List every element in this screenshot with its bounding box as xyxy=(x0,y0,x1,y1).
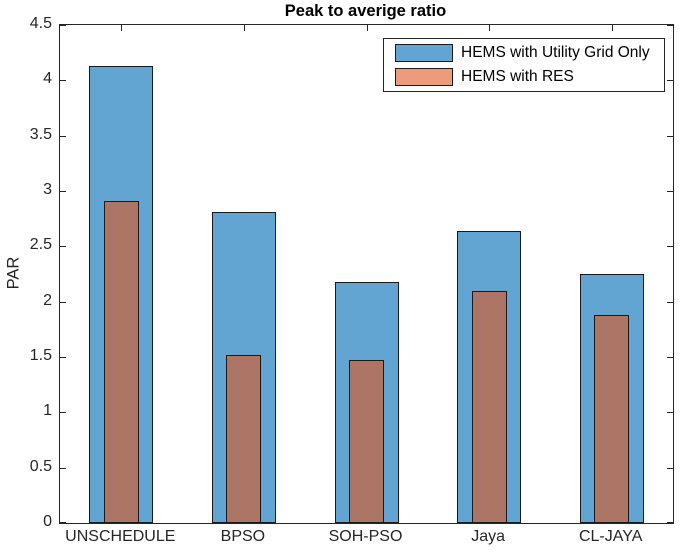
legend-label: HEMS with RES xyxy=(461,68,574,85)
y-tick-mark xyxy=(60,412,66,414)
legend-swatch-blue xyxy=(395,44,453,62)
y-tick-mark xyxy=(667,135,673,137)
y-tick-mark xyxy=(60,25,66,26)
x-tick-label: CL-JAYA xyxy=(578,528,643,545)
y-tick-mark xyxy=(667,246,673,248)
y-tick-mark xyxy=(60,522,66,523)
y-tick-mark xyxy=(667,412,673,414)
y-tick-label: 2.5 xyxy=(29,236,52,254)
y-tick-label: 3 xyxy=(43,181,52,198)
x-tick-label: SOH-PSO xyxy=(328,528,403,545)
y-tick-mark xyxy=(60,191,66,192)
y-tick-mark xyxy=(667,191,673,192)
x-tick-mark xyxy=(121,25,123,31)
x-tick-mark xyxy=(366,25,368,31)
y-tick-label: 1.5 xyxy=(29,347,52,364)
legend-label: HEMS with Utility Grid Only xyxy=(461,44,650,61)
x-tick-mark xyxy=(611,25,613,31)
y-tick-mark xyxy=(60,467,66,469)
bar-series1-cl-jaya xyxy=(594,315,630,523)
y-tick-label: 0 xyxy=(43,513,52,530)
y-tick-mark xyxy=(60,246,66,248)
y-axis-label: PAR xyxy=(4,256,23,290)
y-tick-mark xyxy=(60,80,66,82)
y-tick-label: 1 xyxy=(43,402,52,420)
y-tick-label: 3.5 xyxy=(29,125,52,143)
legend: HEMS with Utility Grid Only HEMS with RE… xyxy=(383,38,665,92)
chart-title: Peak to averige ratio xyxy=(284,2,447,20)
bar-series1-jaya xyxy=(471,291,507,523)
legend-entry-res: HEMS with RES xyxy=(384,67,664,87)
legend-swatch-orange xyxy=(395,68,453,86)
bar-series1-unschedule xyxy=(103,201,139,523)
y-tick-label: 4 xyxy=(43,70,52,88)
x-tick-label: Jaya xyxy=(471,528,505,545)
x-tick-label: BPSO xyxy=(220,528,266,545)
x-tick-label: UNSCHEDULE xyxy=(65,528,176,545)
y-tick-mark xyxy=(667,301,673,303)
legend-entry-utility-grid: HEMS with Utility Grid Only xyxy=(384,43,664,63)
y-tick-mark xyxy=(667,80,673,82)
plot-area xyxy=(59,24,674,524)
bar-series1-soh-pso xyxy=(349,360,384,523)
y-tick-label: 0.5 xyxy=(29,457,52,475)
y-tick-mark xyxy=(667,357,673,358)
x-tick-mark xyxy=(243,25,245,31)
y-tick-label: 4.5 xyxy=(29,15,52,32)
y-tick-mark xyxy=(60,135,66,137)
y-tick-mark xyxy=(60,301,66,303)
y-tick-mark xyxy=(667,522,673,523)
bar-series1-bpso xyxy=(226,355,262,523)
x-tick-mark xyxy=(489,25,491,31)
y-tick-mark xyxy=(667,25,673,26)
y-tick-mark xyxy=(667,467,673,469)
y-tick-label: 2 xyxy=(43,291,52,309)
y-tick-mark xyxy=(60,357,66,358)
